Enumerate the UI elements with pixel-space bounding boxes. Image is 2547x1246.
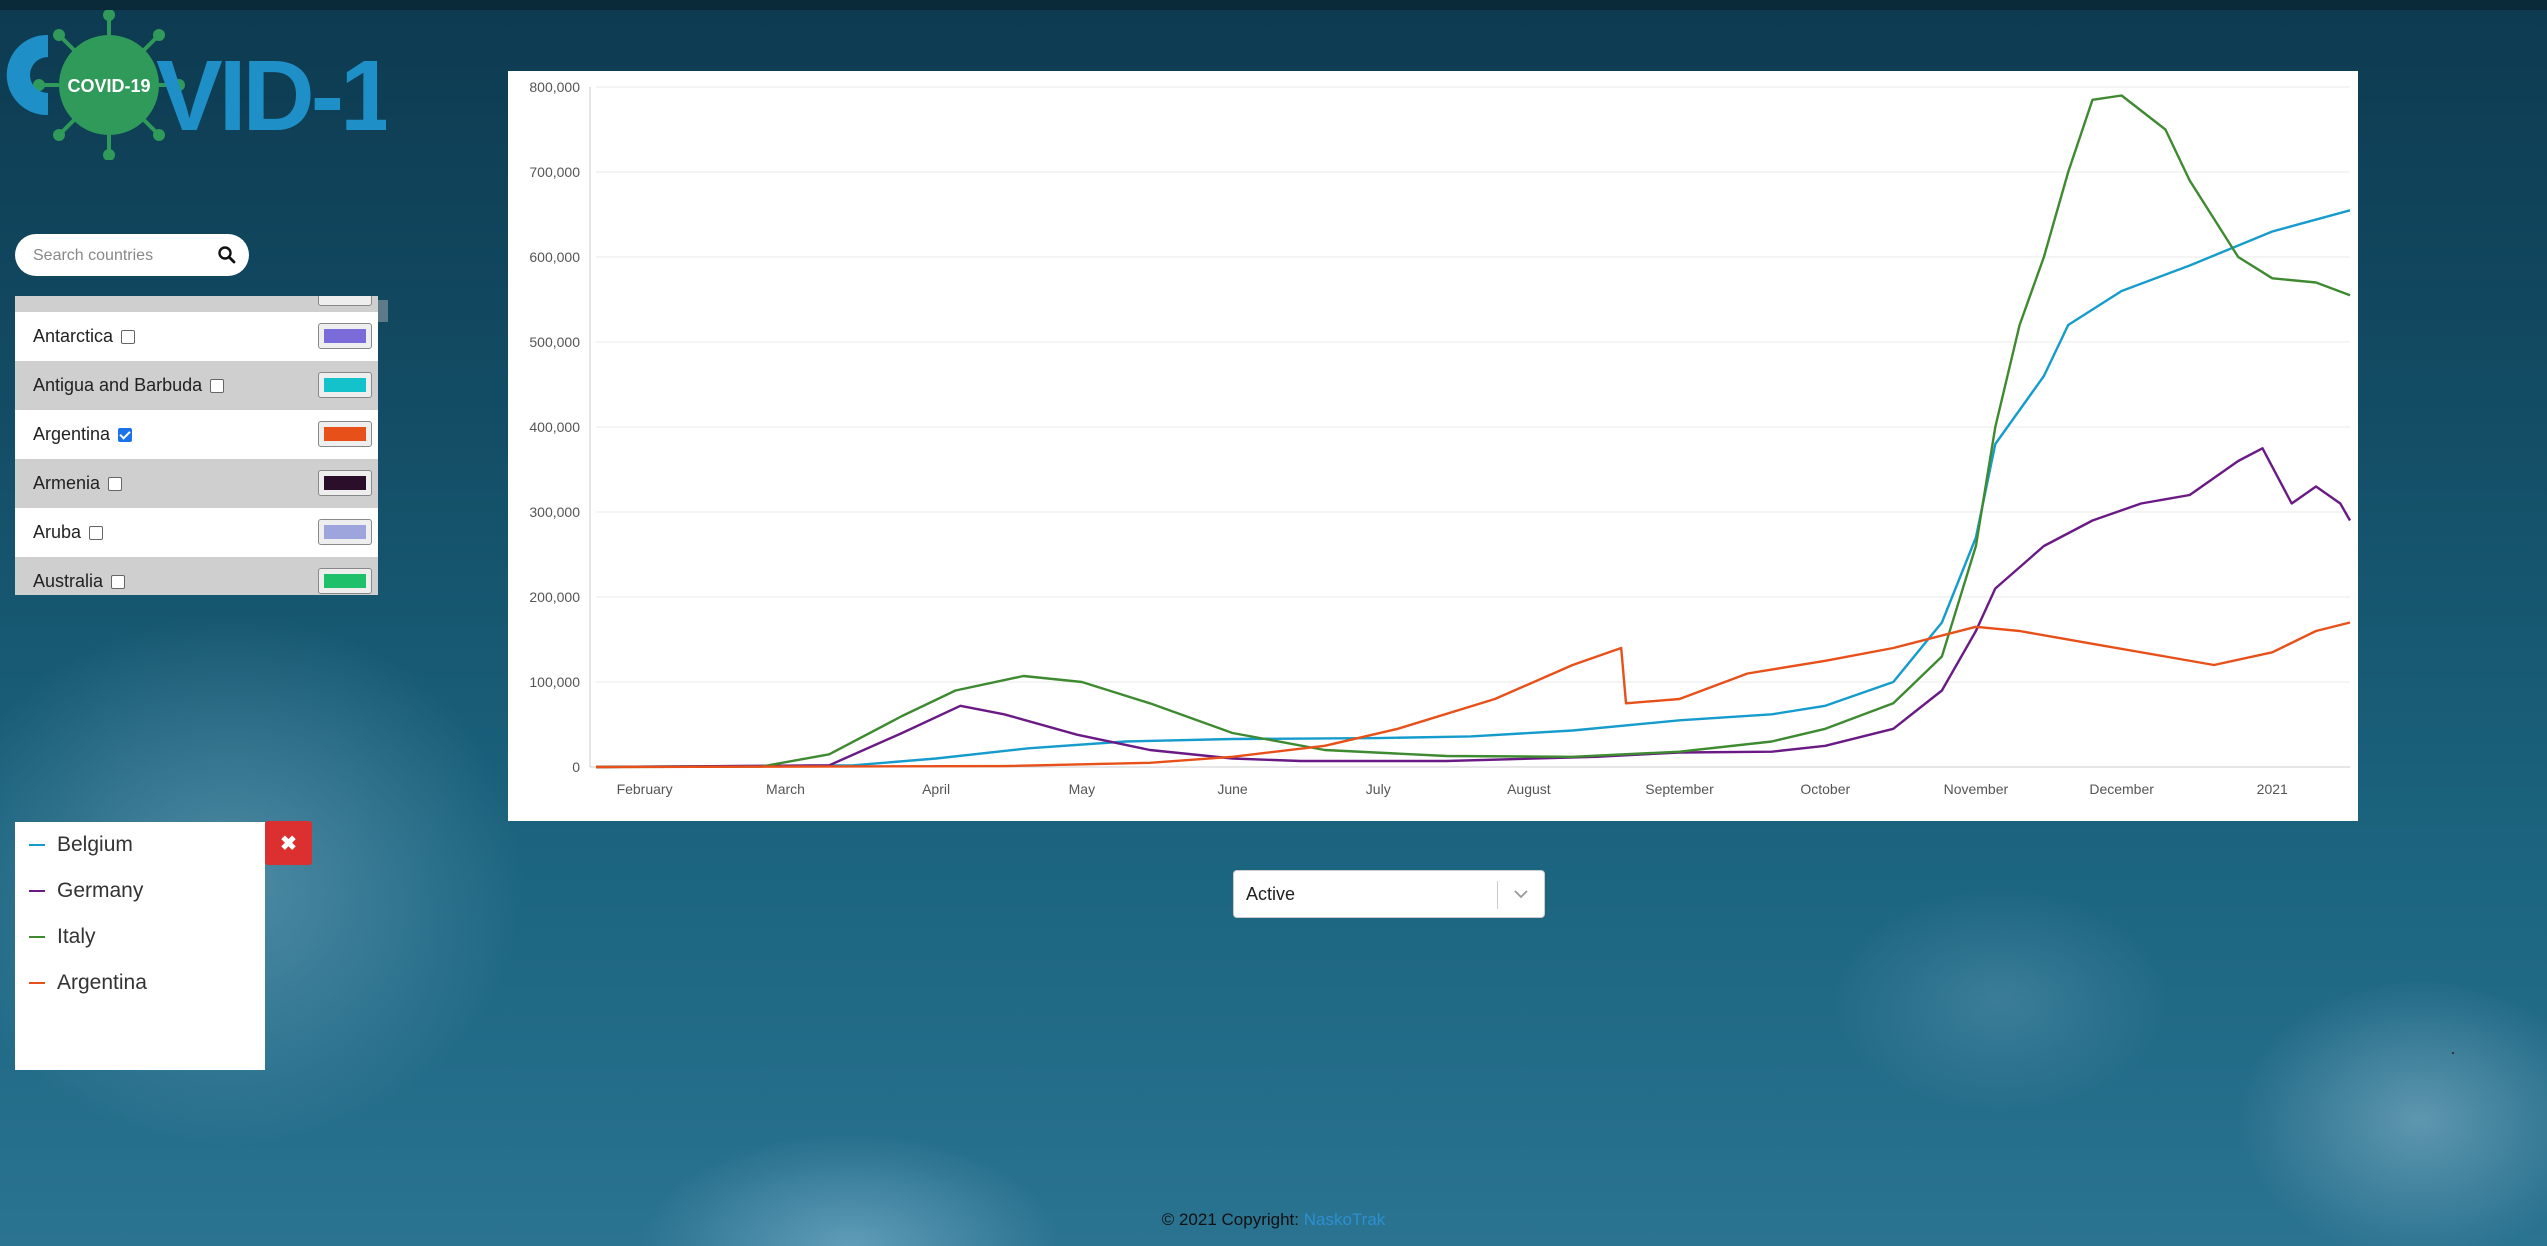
y-tick-label: 800,000 xyxy=(529,79,580,95)
series-line-argentina xyxy=(595,621,2351,769)
select-separator xyxy=(1497,881,1498,909)
color-swatch xyxy=(324,525,366,539)
country-row[interactable]: Antarctica xyxy=(15,312,378,361)
covid-logo: COVID-19 VID-19 xyxy=(6,10,386,160)
x-tick-label: 2021 xyxy=(2257,781,2288,797)
y-tick-label: 200,000 xyxy=(529,589,580,605)
legend-line xyxy=(29,890,45,892)
color-picker[interactable] xyxy=(318,296,372,306)
color-picker[interactable] xyxy=(318,323,372,349)
y-tick-label: 700,000 xyxy=(529,164,580,180)
country-checkbox[interactable] xyxy=(108,476,123,491)
color-swatch xyxy=(324,574,366,588)
country-row[interactable]: Antigua and Barbuda xyxy=(15,361,378,410)
logo-inner-text: COVID-19 xyxy=(67,76,150,96)
chevron-down-icon[interactable] xyxy=(1512,885,1530,903)
country-row[interactable]: Australia xyxy=(15,557,378,595)
country-name: Argentina xyxy=(33,424,111,444)
stray-dot xyxy=(2452,1052,2454,1054)
x-tick-label: December xyxy=(2089,781,2154,797)
country-checkbox[interactable] xyxy=(118,427,133,442)
color-picker[interactable] xyxy=(318,372,372,398)
country-row[interactable]: Armenia xyxy=(15,459,378,508)
metric-select[interactable]: Active xyxy=(1233,870,1545,918)
footer-link[interactable]: NaskoTrak xyxy=(1303,1210,1386,1229)
footer: © 2021 Copyright: NaskoTrak xyxy=(0,1210,2547,1230)
color-swatch xyxy=(324,378,366,392)
legend-item[interactable]: Belgium xyxy=(15,822,265,868)
country-name: Australia xyxy=(33,571,104,591)
list-item-partial xyxy=(15,296,378,312)
x-tick-label: April xyxy=(922,781,950,797)
y-tick-label: 600,000 xyxy=(529,249,580,265)
series-line-italy xyxy=(595,94,2351,769)
y-tick-label: 300,000 xyxy=(529,504,580,520)
country-checkbox[interactable] xyxy=(89,525,104,540)
country-checkbox[interactable] xyxy=(111,574,126,589)
legend-label: Belgium xyxy=(57,833,133,856)
footer-copyright: © 2021 Copyright: xyxy=(1161,1210,1304,1229)
country-checkbox[interactable] xyxy=(121,329,136,344)
legend-label: Argentina xyxy=(57,971,147,994)
logo-text: VID-19 xyxy=(156,40,386,152)
country-list: Antarctica Antigua and Barbuda Argentina Ar… xyxy=(15,296,378,595)
legend-label: Italy xyxy=(57,925,96,948)
color-swatch xyxy=(324,476,366,490)
legend-panel: Belgium Germany Italy Argentina xyxy=(15,822,265,1070)
list-scrollbar[interactable] xyxy=(378,300,388,322)
color-picker[interactable] xyxy=(318,421,372,447)
color-swatch xyxy=(324,427,366,441)
x-tick-label: March xyxy=(766,781,805,797)
close-icon: ✖ xyxy=(280,832,297,855)
x-tick-label: June xyxy=(1217,781,1248,797)
x-tick-label: September xyxy=(1645,781,1714,797)
legend-line xyxy=(29,844,45,846)
virus-icon: COVID-19 xyxy=(33,10,185,160)
line-chart: 0 100,000 200,000 300,000 400,000 500,000 600,… xyxy=(529,79,2352,797)
country-name: Antarctica xyxy=(33,326,114,346)
metric-select-value: Active xyxy=(1246,884,1296,904)
color-swatch xyxy=(324,329,366,343)
y-tick-label: 0 xyxy=(572,759,580,775)
country-name: Armenia xyxy=(33,473,101,493)
color-picker[interactable] xyxy=(318,568,372,594)
legend-item[interactable]: Germany xyxy=(15,868,265,914)
search-input[interactable] xyxy=(31,242,215,270)
chart-panel: 0 100,000 200,000 300,000 400,000 500,000 600,… xyxy=(508,71,2358,821)
x-tick-label: February xyxy=(617,781,673,797)
search-icon[interactable] xyxy=(217,245,237,265)
country-name: Antigua and Barbuda xyxy=(33,375,203,395)
legend-item[interactable]: Italy xyxy=(15,914,265,960)
x-tick-label: October xyxy=(1800,781,1850,797)
close-button[interactable]: ✖ xyxy=(265,821,312,865)
top-bar xyxy=(0,0,2547,10)
country-row[interactable]: Argentina xyxy=(15,410,378,459)
x-tick-label: August xyxy=(1507,781,1551,797)
y-tick-label: 100,000 xyxy=(529,674,580,690)
series-line-belgium xyxy=(595,209,2351,769)
x-tick-label: November xyxy=(1944,781,2009,797)
y-tick-label: 400,000 xyxy=(529,419,580,435)
series-line-germany xyxy=(595,447,2352,769)
color-picker[interactable] xyxy=(318,470,372,496)
legend-line xyxy=(29,936,45,938)
color-picker[interactable] xyxy=(318,519,372,545)
country-name: Aruba xyxy=(33,522,82,542)
country-search xyxy=(15,234,249,276)
legend-line xyxy=(29,982,45,984)
country-checkbox[interactable] xyxy=(210,378,225,393)
legend-label: Germany xyxy=(57,879,144,902)
x-tick-label: May xyxy=(1069,781,1095,797)
legend-item[interactable]: Argentina xyxy=(15,960,265,1006)
x-tick-label: July xyxy=(1366,781,1391,797)
y-tick-label: 500,000 xyxy=(529,334,580,350)
country-row[interactable]: Aruba xyxy=(15,508,378,557)
